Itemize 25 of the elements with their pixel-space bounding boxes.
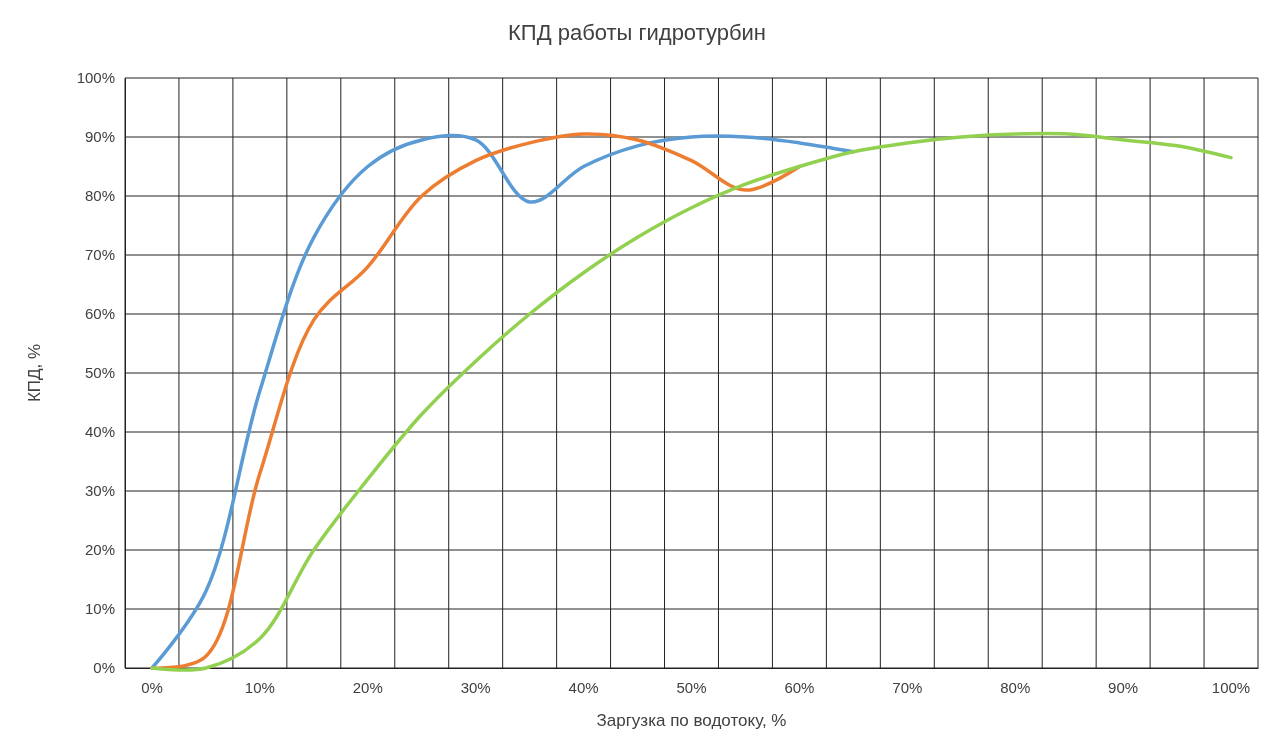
y-tick-label: 0% xyxy=(93,659,115,677)
x-axis-title: Заргузка по водотоку, % xyxy=(596,711,787,730)
y-tick-label: 70% xyxy=(84,246,115,264)
y-tick-label: 100% xyxy=(76,69,115,87)
x-tick-label: 80% xyxy=(1000,678,1031,696)
x-tick-label: 90% xyxy=(1108,678,1139,696)
x-tick-label: 20% xyxy=(352,678,383,696)
x-tick-label: 0% xyxy=(141,678,163,696)
x-tick-label: 70% xyxy=(892,678,923,696)
y-tick-label: 80% xyxy=(84,187,115,205)
x-tick-label: 40% xyxy=(568,678,599,696)
x-tick-label: 60% xyxy=(784,678,815,696)
y-tick-label: 90% xyxy=(84,128,115,146)
x-tick-label: 10% xyxy=(244,678,275,696)
y-tick-label: 20% xyxy=(84,541,115,559)
y-tick-label: 60% xyxy=(84,305,115,323)
x-tick-label: 50% xyxy=(676,678,707,696)
chart-title: КПД работы гидротурбин xyxy=(508,20,766,45)
y-axis-title: КПД, % xyxy=(25,343,44,403)
y-tick-label: 50% xyxy=(84,364,115,382)
x-tick-label: 100% xyxy=(1211,678,1251,696)
y-tick-label: 40% xyxy=(84,423,115,441)
y-tick-label: 10% xyxy=(84,600,115,618)
y-tick-label: 30% xyxy=(84,482,115,500)
x-tick-label: 30% xyxy=(460,678,491,696)
